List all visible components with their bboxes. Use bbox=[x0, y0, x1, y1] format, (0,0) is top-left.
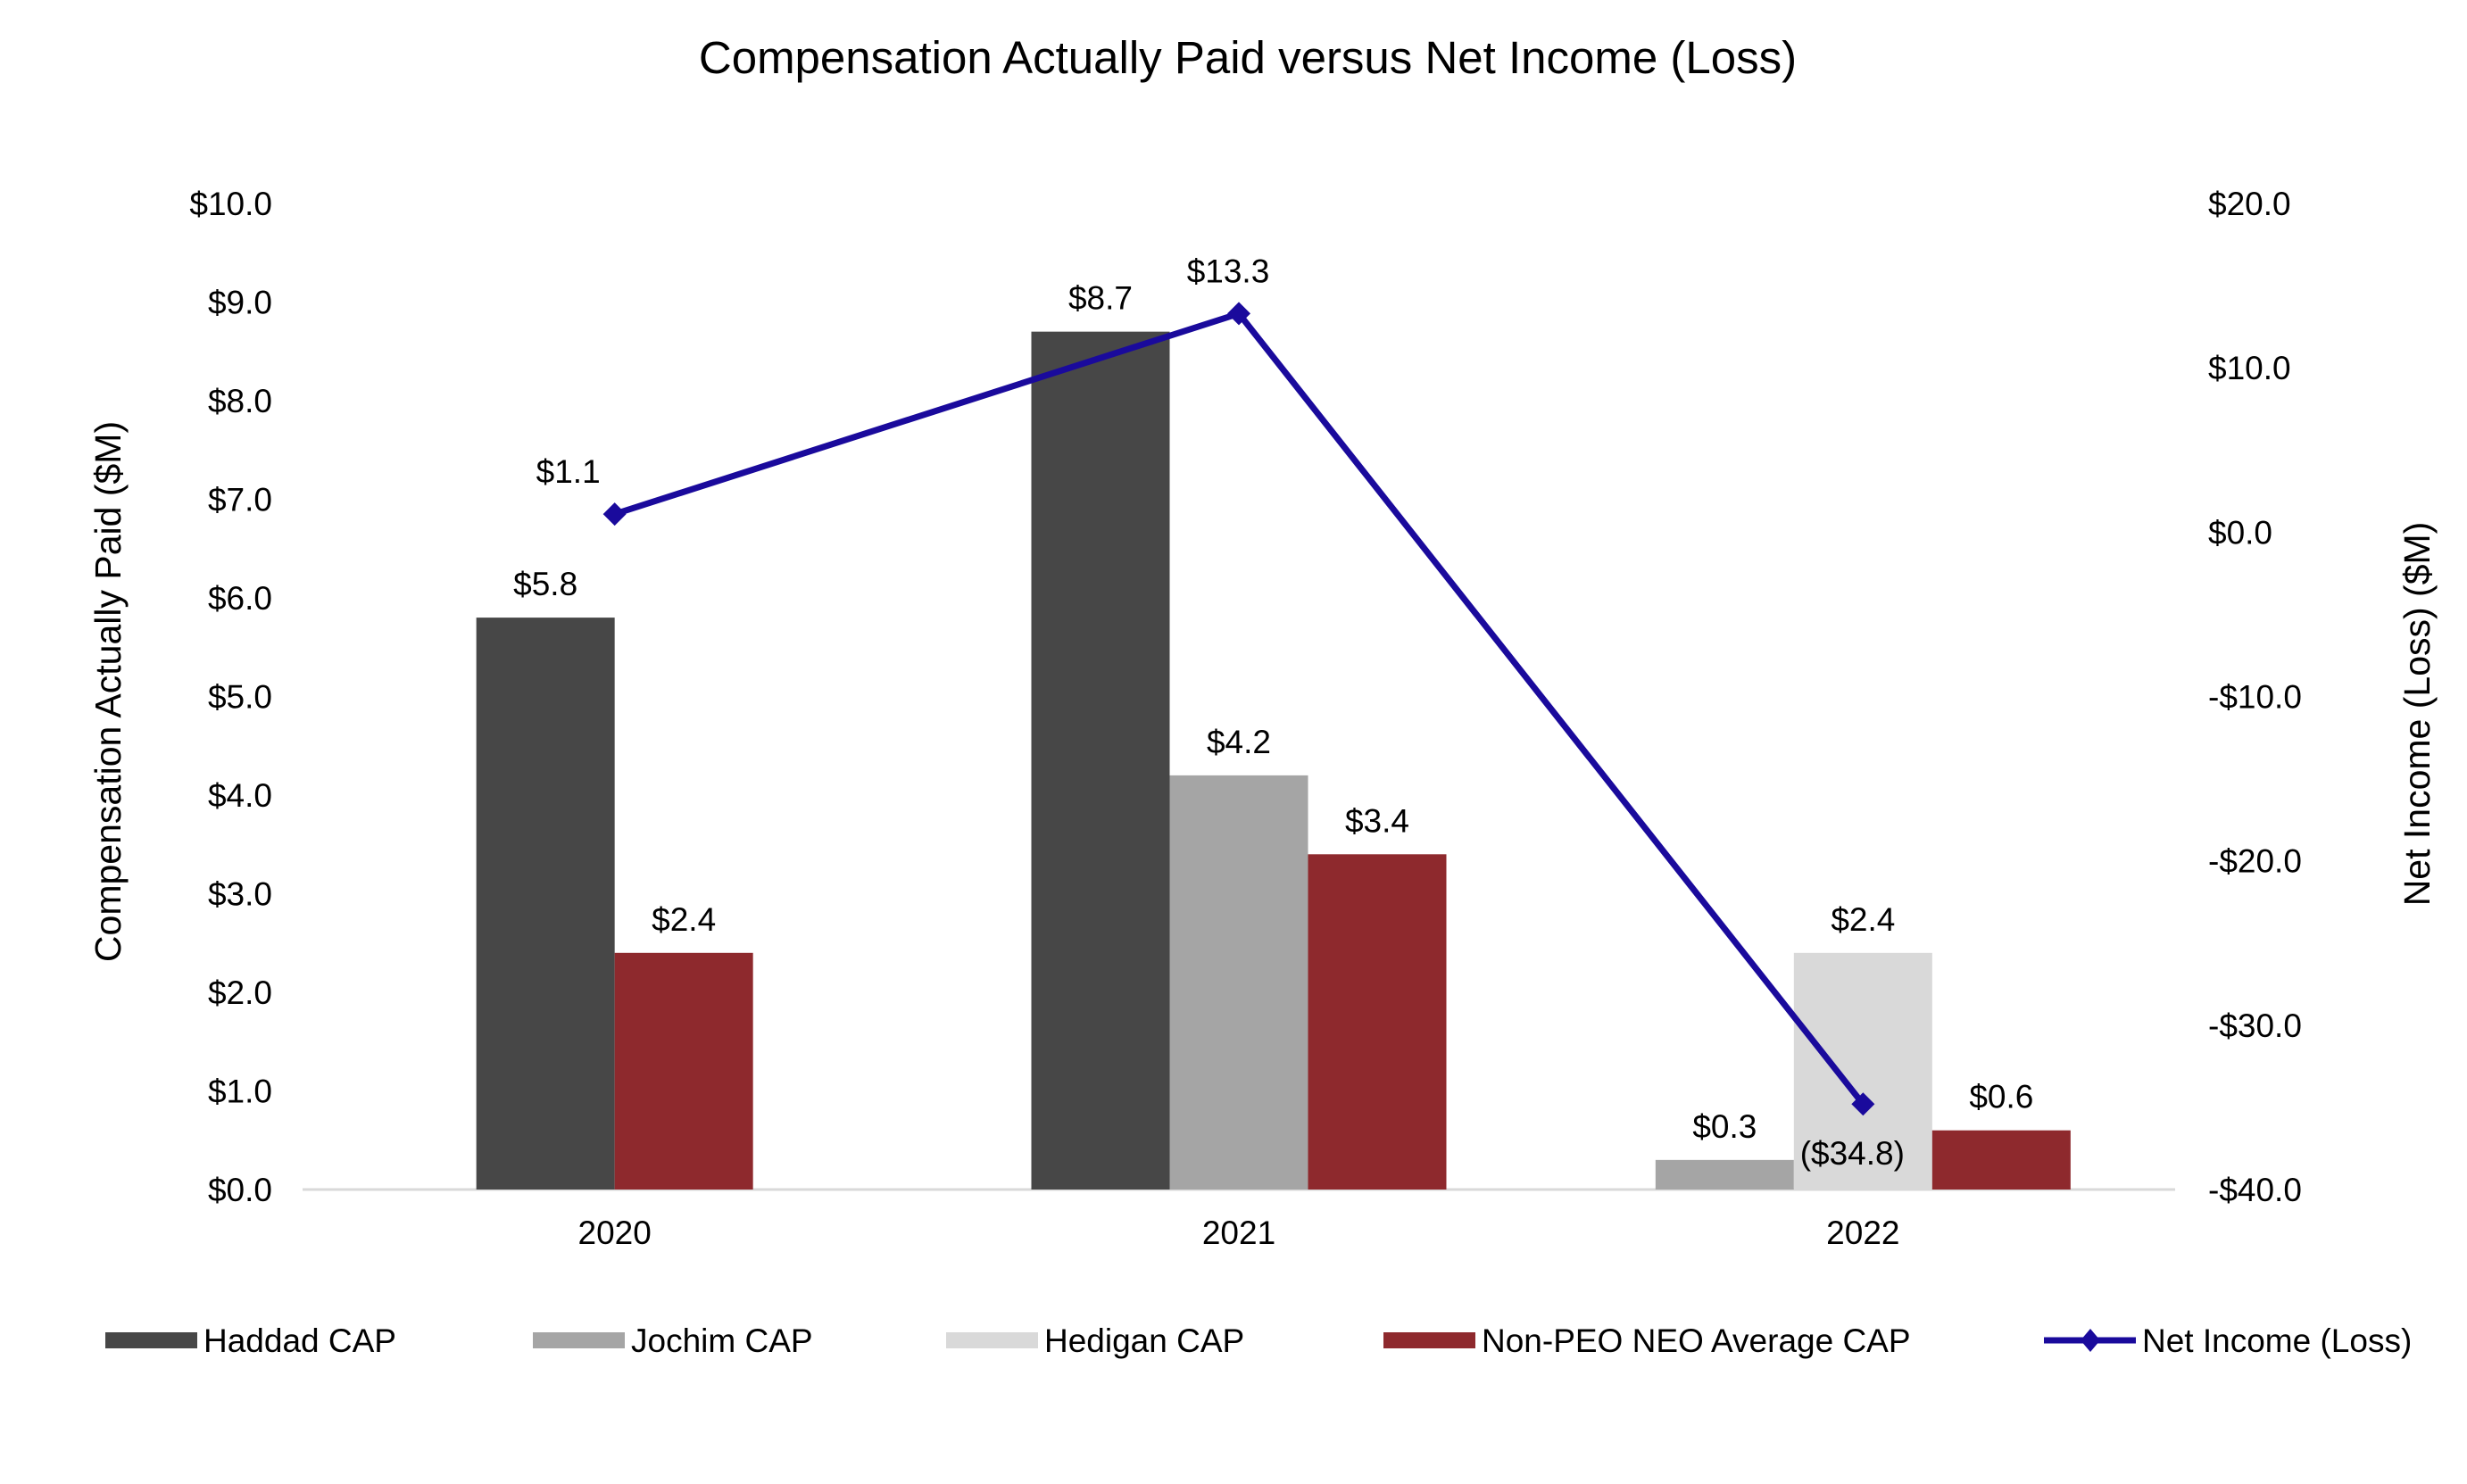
y-right-tick-label: -$10.0 bbox=[2208, 679, 2302, 716]
legend-label: Hedigan CAP bbox=[1044, 1322, 1244, 1359]
legend-item: Haddad CAP bbox=[105, 1322, 396, 1359]
bar-jochim-cap-2022 bbox=[1655, 1159, 1794, 1190]
bar-non-peo-neo-average-cap-2021 bbox=[1308, 854, 1447, 1190]
y-right-tick-label: -$30.0 bbox=[2208, 1007, 2302, 1044]
bar-data-label: $2.4 bbox=[1831, 901, 1895, 938]
y-right-tick-label: -$20.0 bbox=[2208, 843, 2302, 880]
net-income-marker bbox=[1227, 302, 1250, 326]
bar-haddad-cap-2020 bbox=[476, 618, 615, 1190]
legend-label: Non-PEO NEO Average CAP bbox=[1482, 1322, 1911, 1359]
y-tick-label: $10.0 bbox=[189, 186, 272, 222]
y-tick-label: $2.0 bbox=[208, 974, 272, 1011]
legend-label: Haddad CAP bbox=[204, 1322, 396, 1359]
line-data-label: $1.1 bbox=[536, 453, 601, 490]
bar-non-peo-neo-average-cap-2022 bbox=[1931, 1130, 2071, 1190]
y-right-tick-label: -$40.0 bbox=[2208, 1172, 2302, 1208]
legend-item: Hedigan CAP bbox=[946, 1322, 1244, 1359]
bar-data-label: $5.8 bbox=[513, 566, 577, 602]
y-tick-label: $7.0 bbox=[208, 482, 272, 518]
y-tick-label: $1.0 bbox=[208, 1074, 272, 1110]
net-income-marker bbox=[1851, 1092, 1875, 1116]
line-data-label: $13.3 bbox=[1187, 253, 1270, 289]
legend-item: Net Income (Loss) bbox=[2044, 1322, 2412, 1359]
legend-item: Non-PEO NEO Average CAP bbox=[1383, 1322, 1911, 1359]
x-tick-label: 2020 bbox=[578, 1215, 652, 1251]
bar-data-label: $0.3 bbox=[1692, 1108, 1757, 1145]
y-right-tick-label: $20.0 bbox=[2208, 186, 2291, 222]
bar-jochim-cap-2021 bbox=[1169, 775, 1308, 1190]
y-axis-label: Compensation Actually Paid ($M) bbox=[87, 421, 129, 962]
bar-data-label: $3.4 bbox=[1345, 802, 1409, 839]
legend-diamond-icon bbox=[2081, 1329, 2100, 1352]
y-right-tick-label: $10.0 bbox=[2208, 350, 2291, 386]
chart-title: Compensation Actually Paid versus Net In… bbox=[699, 32, 1797, 83]
y-tick-label: $5.0 bbox=[208, 679, 272, 716]
x-tick-label: 2022 bbox=[1826, 1215, 1899, 1251]
legend-swatch bbox=[533, 1332, 625, 1348]
bar-hedigan-cap-2022 bbox=[1793, 952, 1932, 1190]
x-tick-label: 2021 bbox=[1202, 1215, 1275, 1251]
legend-swatch bbox=[105, 1332, 197, 1348]
legend-label: Net Income (Loss) bbox=[2142, 1322, 2412, 1359]
bar-data-label: $0.6 bbox=[1969, 1079, 2033, 1115]
y-tick-label: $4.0 bbox=[208, 777, 272, 814]
y-tick-label: $0.0 bbox=[208, 1172, 272, 1208]
y-right-tick-label: $0.0 bbox=[2208, 514, 2272, 551]
legend-item: Jochim CAP bbox=[533, 1322, 813, 1359]
line-data-label: ($34.8) bbox=[1800, 1135, 1905, 1172]
y-tick-label: $8.0 bbox=[208, 383, 272, 419]
net-income-marker bbox=[602, 502, 627, 526]
bar-data-label: $8.7 bbox=[1068, 280, 1133, 317]
bar-data-label: $2.4 bbox=[652, 901, 716, 938]
legend-swatch bbox=[946, 1332, 1038, 1348]
y-tick-label: $6.0 bbox=[208, 580, 272, 617]
legend-swatch bbox=[1383, 1332, 1475, 1348]
y-tick-label: $9.0 bbox=[208, 285, 272, 321]
bar-data-label: $4.2 bbox=[1207, 724, 1271, 760]
bar-non-peo-neo-average-cap-2020 bbox=[614, 952, 753, 1190]
y-tick-label: $3.0 bbox=[208, 876, 272, 913]
bar-haddad-cap-2021 bbox=[1031, 331, 1170, 1190]
y-axis-right-label: Net Income (Loss) ($M) bbox=[2396, 522, 2438, 907]
legend-label: Jochim CAP bbox=[631, 1322, 813, 1359]
